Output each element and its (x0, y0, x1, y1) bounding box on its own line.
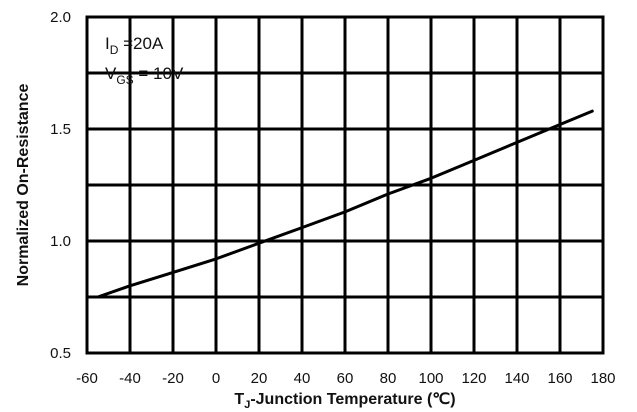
annotation-main: I (105, 34, 110, 53)
annotation-rest: = 10V (134, 64, 184, 83)
y-tick-label: 2.0 (50, 9, 71, 26)
series-line (96, 109, 594, 299)
annotation-main: V (105, 64, 117, 83)
x-tick-label: 160 (547, 370, 572, 387)
x-tick-label: 180 (590, 370, 615, 387)
x-axis-label-rest: -Junction Temperature (℃) (250, 391, 455, 408)
y-tick-label: 1.5 (50, 121, 71, 138)
x-tick-label: -40 (119, 370, 141, 387)
x-axis-label-main: T (234, 391, 244, 408)
x-tick-label: 120 (461, 370, 486, 387)
annotation-sub: GS (116, 73, 133, 87)
tick-labels: -60 -40 -20 0 20 40 60 80 100 120 140 160 180 0.5 1.0 1… (50, 9, 615, 387)
x-tick-label: 60 (337, 370, 354, 387)
annotation-rest: =20A (118, 34, 164, 53)
x-tick-label: 20 (251, 370, 268, 387)
y-axis-label: Normalized On-Resistance (15, 84, 32, 287)
annotation-sub: D (110, 43, 119, 57)
x-tick-label: -60 (76, 370, 98, 387)
x-tick-label: 140 (504, 370, 529, 387)
test-condition-current: ID =20A (105, 34, 164, 57)
x-axis-label: TJ-Junction Temperature (℃) (234, 391, 455, 411)
y-tick-label: 1.0 (50, 233, 71, 250)
x-axis-label-sub: J (244, 399, 250, 411)
x-tick-label: 40 (294, 370, 311, 387)
y-tick-label: 0.5 (50, 345, 71, 362)
plot-frame (85, 15, 605, 355)
series-layer (96, 109, 594, 299)
x-tick-label: 80 (380, 370, 397, 387)
test-condition-voltage: VGS = 10V (105, 64, 184, 87)
x-tick-label: 0 (212, 370, 220, 387)
x-tick-label: 100 (418, 370, 443, 387)
x-tick-label: -20 (162, 370, 184, 387)
